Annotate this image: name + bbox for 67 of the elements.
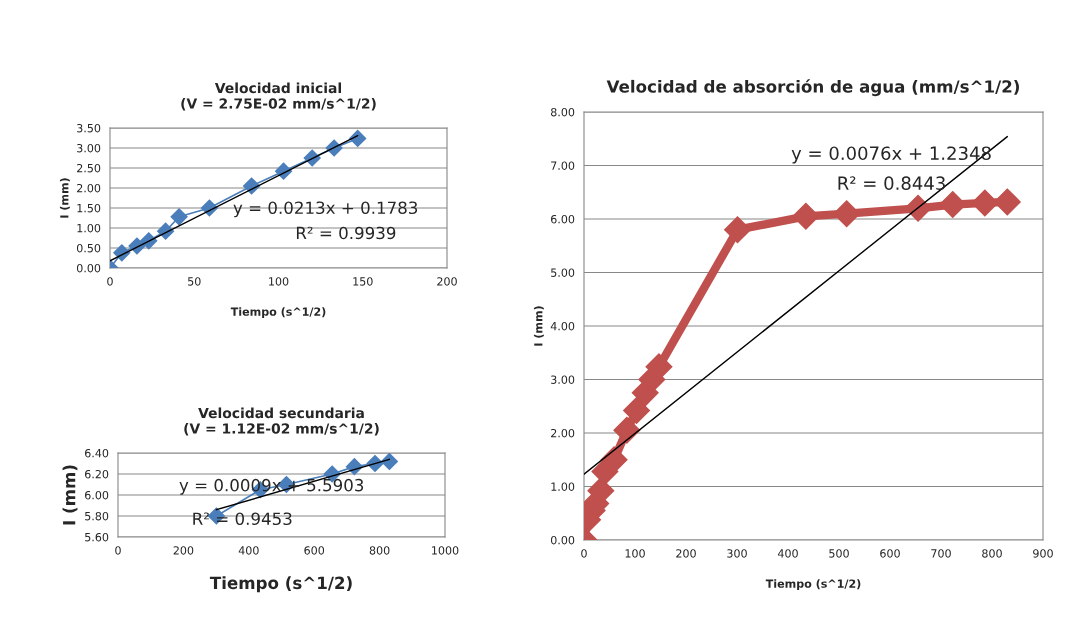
x-tick-label: 600: [304, 546, 325, 555]
point: [380, 453, 398, 470]
y-tick-label: 6.00: [551, 214, 575, 224]
x-tick-label: 200: [173, 546, 194, 555]
x-tick-label: 100: [625, 549, 645, 558]
annotation: y = 0.0213x + 0.1783: [233, 201, 418, 218]
x-tick-label: 200: [437, 277, 457, 286]
annotation: R² = 0.8443: [838, 176, 945, 190]
y-tick-label: 0.00: [76, 263, 101, 273]
chart-title: Velocidad de absorción de agua (mm/s^1/2): [606, 79, 1019, 97]
x-tick-label: 0: [581, 549, 587, 558]
x-axis-title: Tiempo (s^1/2): [230, 307, 326, 318]
y-tick-label: 2.50: [77, 163, 101, 173]
y-axis-title: I (mm): [59, 178, 70, 218]
x-tick-label: 500: [829, 549, 849, 558]
x-tick-label: 100: [269, 277, 289, 286]
x-tick-label: 700: [931, 549, 951, 558]
y-tick-label: 6.40: [85, 448, 109, 458]
y-tick-label: 3.00: [551, 375, 575, 384]
point: [349, 129, 367, 147]
point: [623, 397, 650, 424]
y-tick-label: 2.00: [551, 428, 575, 438]
x-tick-label: 50: [188, 277, 201, 286]
annotation: R² = 0.9939: [296, 226, 396, 240]
y-tick-label: 1.00: [551, 482, 575, 491]
x-tick-label: 800: [982, 549, 1002, 558]
y-tick-label: 3.00: [77, 143, 101, 153]
y-axis-title: I (mm): [62, 465, 78, 525]
y-tick-label: 1.50: [77, 203, 101, 213]
x-axis-title: Tiempo (s^1/2): [765, 579, 861, 590]
point: [613, 416, 641, 444]
x-tick-label: 1000: [432, 546, 459, 555]
point: [792, 202, 820, 230]
y-tick-label: 8.00: [550, 107, 575, 117]
y-tick-label: 6.20: [85, 469, 109, 479]
y-tick-label: 6.00: [85, 490, 109, 500]
x-tick-label: 900: [1033, 549, 1053, 558]
x-tick-label: 0: [107, 277, 113, 286]
y-tick-label: 5.60: [85, 532, 109, 542]
point: [724, 216, 751, 244]
x-tick-label: 800: [369, 546, 390, 555]
y-tick-label: 5.80: [85, 511, 109, 521]
x-tick-label: 400: [777, 549, 798, 558]
chart-title: Velocidad inicial: [214, 82, 341, 94]
chart-title: Velocidad secundaria: [198, 407, 364, 419]
y-tick-label: 0.50: [76, 243, 101, 253]
point: [600, 446, 628, 474]
chart-subtitle: (V = 2.75E-02 mm/s^1/2): [181, 98, 376, 111]
x-tick-label: 300: [727, 549, 747, 558]
y-tick-label: 7.00: [551, 161, 575, 170]
y-tick-label: 1.00: [77, 223, 101, 233]
x-axis-title: Tiempo (s^1/2): [209, 576, 352, 593]
y-tick-label: 0.00: [550, 535, 575, 545]
x-tick-label: 600: [880, 549, 900, 558]
chart-subtitle: (V = 1.12E-02 mm/s^1/2): [184, 423, 379, 436]
x-tick-label: 200: [676, 549, 696, 558]
y-axis-title: I (mm): [533, 306, 544, 346]
y-tick-label: 5.00: [551, 268, 575, 277]
x-tick-label: 150: [353, 277, 373, 286]
point: [170, 208, 188, 226]
point: [971, 189, 999, 217]
point: [904, 194, 932, 222]
x-tick-label: 400: [238, 546, 259, 555]
y-tick-label: 2.00: [77, 183, 101, 193]
y-tick-label: 3.50: [77, 123, 101, 133]
x-tick-label: 0: [115, 546, 121, 555]
y-tick-label: 4.00: [550, 321, 575, 331]
